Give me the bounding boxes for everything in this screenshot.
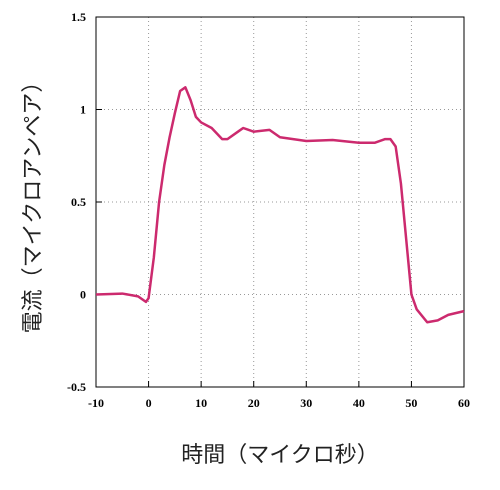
y-tick-label: 0 <box>80 288 86 302</box>
x-axis-label: 時間（マイクロ秒） <box>181 443 379 468</box>
x-tick-label: 10 <box>195 396 207 410</box>
y-tick-label: -0.5 <box>67 380 86 394</box>
x-tick-label: 60 <box>458 396 470 410</box>
data-line <box>95 86 465 324</box>
x-tick-label: 30 <box>300 396 312 410</box>
x-tick-label: 50 <box>405 396 417 410</box>
x-tick-label: 20 <box>248 396 260 410</box>
y-tick-label: 0.5 <box>71 195 86 209</box>
x-tick-label: 40 <box>353 396 365 410</box>
plot-frame <box>95 16 465 388</box>
x-tick-label: 0 <box>146 396 152 410</box>
x-tick-label: -10 <box>88 396 104 410</box>
y-axis-label: 電流（マイクロアンペア） <box>21 71 46 334</box>
y-tick-label: 1.5 <box>71 10 86 24</box>
y-tick-label: 1 <box>80 103 86 117</box>
